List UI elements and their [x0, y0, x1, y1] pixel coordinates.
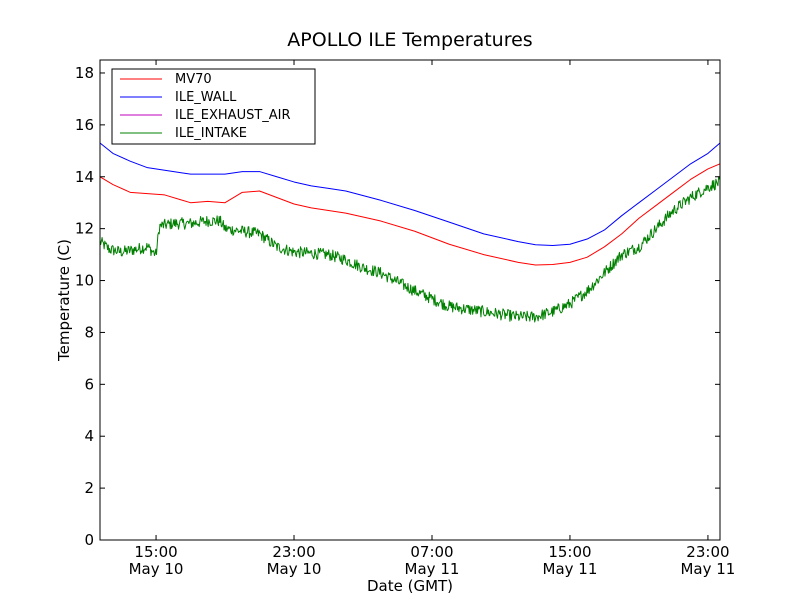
legend-label: ILE_EXHAUST_AIR	[175, 108, 291, 123]
legend: MV70 ILE_WALL ILE_EXHAUST_AIR ILE_INTAKE	[111, 68, 316, 145]
y-tick-label: 4	[84, 427, 94, 445]
y-tick-label: 18	[75, 64, 94, 82]
series-line-ile-wall	[99, 142, 721, 247]
x-tick-label-date: May 11	[680, 560, 735, 578]
legend-box	[111, 68, 316, 145]
y-tick-label: 2	[84, 479, 94, 497]
legend-label: ILE_WALL	[175, 90, 237, 105]
legend-label: MV70	[175, 72, 212, 87]
x-tick-label-time: 23:00	[272, 543, 315, 561]
y-axis-label: Temperature (C)	[55, 239, 73, 362]
x-axis-label: Date (GMT)	[367, 577, 453, 595]
x-tick-label-time: 23:00	[686, 543, 729, 561]
y-tick-label: 12	[75, 220, 94, 238]
chart-title: APOLLO ILE Temperatures	[287, 29, 532, 51]
y-tick-label: 14	[75, 168, 94, 186]
x-tick-label-time: 15:00	[548, 543, 591, 561]
plot-frame	[99, 59, 721, 541]
series-lines	[99, 142, 721, 323]
y-tick-label: 16	[75, 116, 94, 134]
y-tick-label: 8	[84, 323, 94, 341]
x-tick-label-date: May 11	[543, 560, 598, 578]
y-tick-label: 10	[75, 272, 94, 290]
x-tick-label-date: May 10	[129, 560, 184, 578]
x-tick-label-time: 07:00	[410, 543, 453, 561]
x-tick-label-date: May 11	[405, 560, 460, 578]
y-tick-label: 6	[84, 375, 94, 393]
series-line-mv70	[99, 163, 721, 266]
x-tick-label-date: May 10	[267, 560, 322, 578]
legend-label: ILE_INTAKE	[175, 126, 247, 141]
y-tick-label: 0	[84, 531, 94, 549]
x-tick-label-time: 15:00	[134, 543, 177, 561]
series-line-ile-intake	[99, 176, 721, 323]
